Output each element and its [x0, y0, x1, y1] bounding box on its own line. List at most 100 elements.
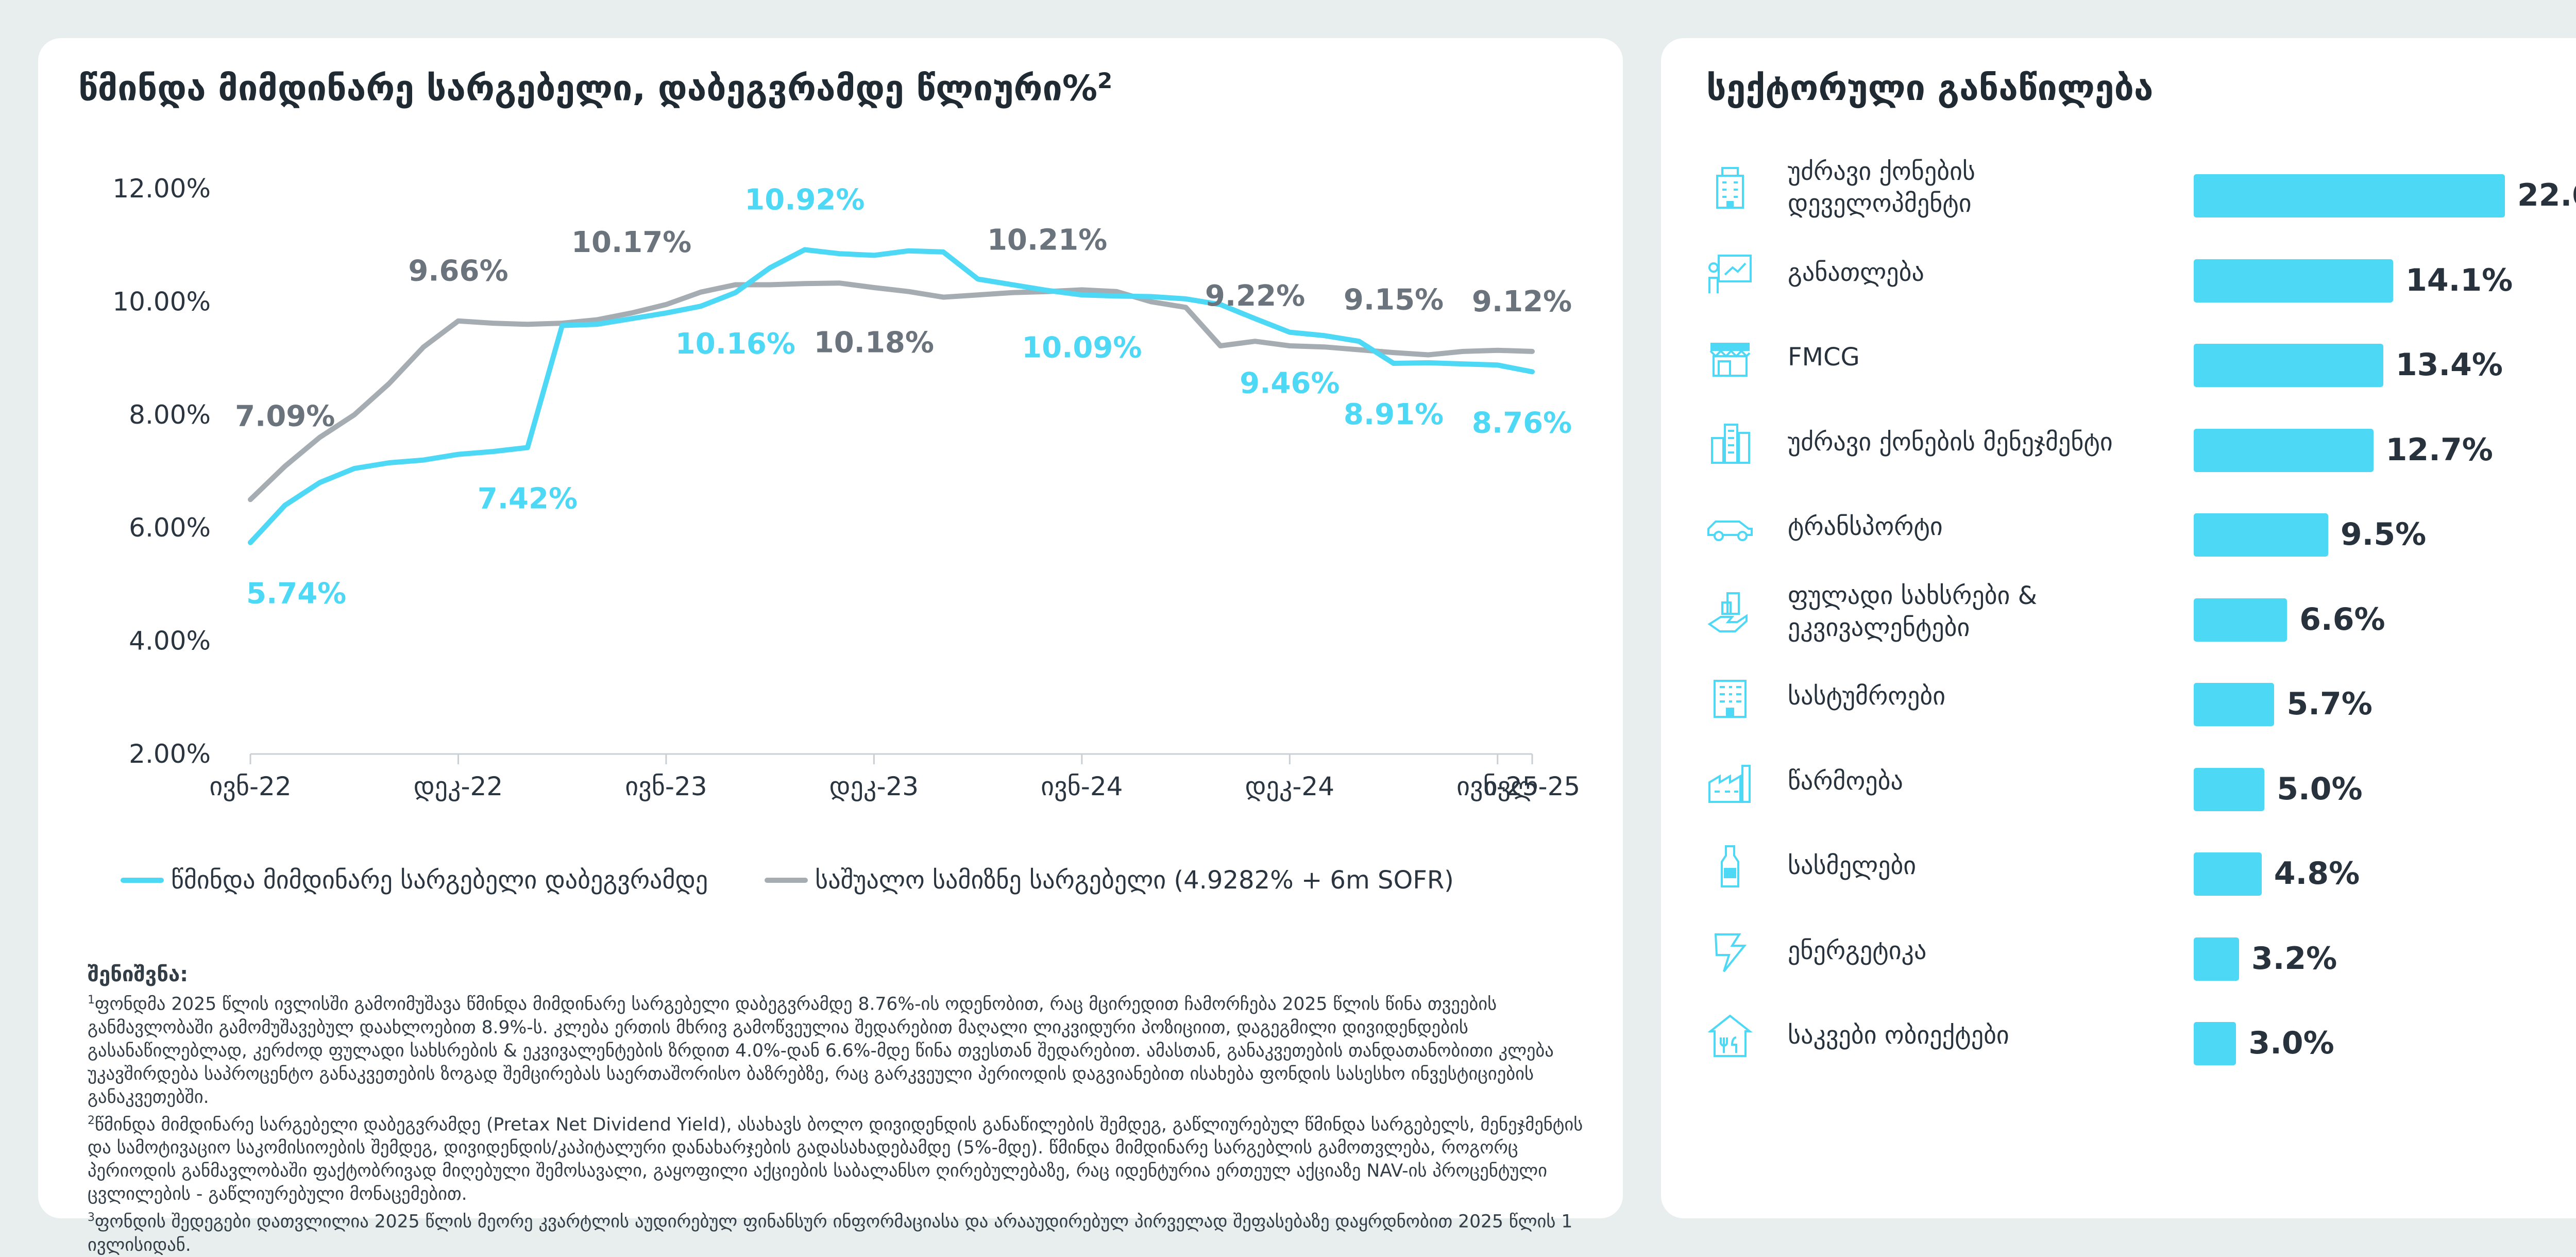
sector-label: სასმელები: [1788, 851, 1917, 880]
footnotes: შენიშვნა: 1ფონდმა 2025 წლის ივლისში გამო…: [88, 963, 1597, 1257]
data-label: 5.74%: [246, 577, 346, 611]
legend-swatch-net-yield: [121, 878, 164, 883]
sector-bar: [2194, 683, 2275, 726]
chart-title-footnote-marker: 2: [1097, 68, 1113, 93]
sector-label: უძრავი ქონების დეველოპმენტი: [1788, 157, 1976, 218]
sector-label: სასტუმროები: [1788, 682, 1946, 711]
sector-value-label: 5.7%: [2286, 686, 2372, 722]
sector-bar: [2194, 1022, 2236, 1065]
data-label: 7.09%: [235, 400, 335, 433]
cash-hand-icon: [1704, 587, 1756, 639]
city-icon: [1704, 417, 1756, 469]
sector-title: სექტორული განაწილება: [1706, 68, 2154, 109]
data-label: 10.21%: [987, 223, 1107, 257]
sector-value-label: 22.0%: [2517, 177, 2576, 213]
line-chart: 2.00% 4.00% 6.00% 8.00% 10.00% 12.00% ივნ-22 დე…: [112, 174, 1580, 801]
sector-row: სასმელები 4.8%: [1661, 830, 2576, 897]
sector-bar: [2194, 428, 2374, 472]
data-label: 10.92%: [744, 183, 865, 216]
sector-row: უძრავი ქონების დეველოპმენტი 22.0%: [1661, 152, 2576, 219]
sector-bar: [2194, 344, 2383, 387]
legend-swatch-target-yield: [765, 878, 808, 883]
sector-value-label: 4.8%: [2274, 856, 2360, 892]
data-label: 10.09%: [1022, 331, 1142, 365]
sector-value-label: 5.0%: [2277, 770, 2363, 807]
x-tick-label: ივნ-22: [209, 772, 291, 801]
y-tick-label: 10.00%: [112, 287, 211, 316]
legend-label-net-yield: წმინდა მიმდინარე სარგებელი დაბეგვრამდე: [171, 866, 708, 895]
building-icon: [1704, 163, 1756, 214]
sector-bar: [2194, 598, 2287, 642]
sector-label: ტრანსპორტი: [1788, 512, 1943, 541]
data-label: 9.12%: [1472, 285, 1572, 319]
sector-bar: [2194, 174, 2505, 217]
sector-label: ენერგეტიკა: [1788, 936, 1927, 965]
footnote-2-marker: 2: [88, 1114, 95, 1127]
footnote-3: 3ფონდის შედეგები დათვლილია 2025 წლის მეო…: [88, 1206, 1597, 1257]
legend-label-target-yield: საშუალო სამიზნე სარგებელი (4.9282% + 6m …: [815, 866, 1454, 895]
sector-row: განათლება 14.1%: [1661, 237, 2576, 304]
footnote-1: 1ფონდმა 2025 წლის ივლისში გამოიმუშავა წმ…: [88, 988, 1597, 1109]
sector-bar: [2194, 767, 2265, 811]
footnotes-heading: შენიშვნა:: [88, 963, 189, 986]
yield-chart-card: წმინდა მიმდინარე სარგებელი, დაბეგვრამდე …: [38, 38, 1623, 1255]
sector-row: ენერგეტიკა 3.2%: [1661, 915, 2576, 982]
education-icon: [1704, 248, 1756, 299]
x-tick-label: დეკ-24: [1245, 772, 1334, 801]
data-label: 9.15%: [1344, 283, 1444, 317]
chart-title: წმინდა მიმდინარე სარგებელი, დაბეგვრამდე …: [78, 68, 1112, 109]
sector-label: საკვები ობიექტები: [1788, 1021, 2009, 1050]
sector-bar: [2194, 513, 2328, 557]
data-label: 7.42%: [478, 482, 578, 515]
series-line-net-yield: [248, 247, 1535, 545]
sector-value-label: 14.1%: [2405, 262, 2513, 298]
sector-label: ფულადი სახსრები & ეკვივალენტები: [1788, 581, 2038, 642]
data-label: 10.17%: [571, 226, 691, 259]
footnote-1-text: ფონდმა 2025 წლის ივლისში გამოიმუშავა წმი…: [88, 994, 1554, 1108]
data-label: 8.76%: [1472, 406, 1572, 440]
sector-value-label: 3.2%: [2251, 940, 2337, 977]
sector-bar: [2194, 937, 2239, 981]
y-tick-label: 6.00%: [129, 513, 211, 543]
x-tick-label: დეკ-22: [414, 772, 503, 801]
sector-value-label: 13.4%: [2395, 347, 2503, 383]
data-label: 10.18%: [814, 326, 934, 360]
x-tick-label: ივლ-25: [1484, 772, 1580, 801]
factory-icon: [1704, 757, 1756, 808]
footnote-3-marker: 3: [88, 1211, 95, 1224]
sector-row: FMCG 13.4%: [1661, 321, 2576, 388]
sector-value-label: 12.7%: [2385, 431, 2493, 468]
data-label: 9.46%: [1240, 367, 1340, 400]
legend-item-net-yield: წმინდა მიმდინარე სარგებელი დაბეგვრამდე: [121, 866, 708, 895]
bottle-icon: [1704, 841, 1756, 893]
data-label: 8.91%: [1344, 398, 1444, 431]
series-line-target-yield: [248, 280, 1535, 502]
sector-row: საკვები ობიექტები 3.0%: [1661, 999, 2576, 1066]
x-tick-label: ივნ-23: [625, 772, 707, 801]
sector-row: ტრანსპორტი 9.5%: [1661, 491, 2576, 558]
data-label: 9.22%: [1205, 279, 1305, 313]
x-tick-label: ივნ-24: [1041, 772, 1123, 801]
sector-allocation-card: სექტორული განაწილება უძრავი ქონების დევე…: [1661, 38, 2576, 1218]
x-tick-label: დეკ-23: [829, 772, 919, 801]
sector-row: ფულადი სახსრები & ეკვივალენტები 6.6%: [1661, 576, 2576, 643]
sector-value-label: 9.5%: [2340, 516, 2427, 552]
sector-label: წარმოება: [1788, 766, 1903, 796]
sector-row: წარმოება 5.0%: [1661, 745, 2576, 812]
sector-label: განათლება: [1788, 258, 1924, 287]
sector-value-label: 6.6%: [2299, 601, 2385, 638]
chart-legend: წმინდა მიმდინარე სარგებელი დაბეგვრამდე ს…: [121, 866, 1511, 895]
sector-label: უძრავი ქონების მენეჯმენტი: [1788, 427, 2113, 457]
car-icon: [1704, 502, 1756, 554]
sector-label: FMCG: [1788, 343, 1860, 372]
sector-bar: [2194, 852, 2262, 896]
data-label: 9.66%: [408, 255, 508, 288]
store-icon: [1704, 332, 1756, 384]
x-tick-label: ივნ-25: [1456, 772, 1538, 801]
energy-icon: [1704, 926, 1756, 978]
footnote-2: 2წმინდა მიმდინარე სარგებელი დაბეგვრამდე …: [88, 1109, 1597, 1206]
sector-value-label: 3.0%: [2248, 1025, 2334, 1061]
chart-title-text: წმინდა მიმდინარე სარგებელი, დაბეგვრამდე …: [78, 68, 1097, 109]
footnote-1-marker: 1: [88, 994, 95, 1007]
restaurant-icon: [1704, 1011, 1756, 1062]
